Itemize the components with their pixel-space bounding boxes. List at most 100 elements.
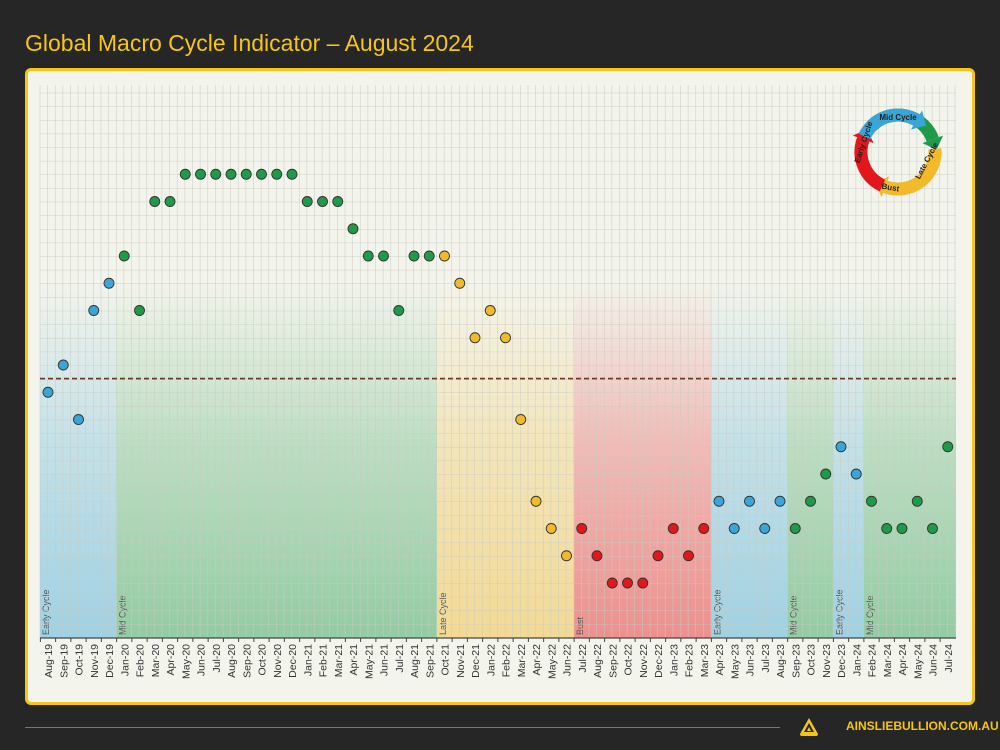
x-tick-label: Jun-20 [196, 644, 208, 676]
x-tick-label: May-21 [363, 644, 375, 679]
data-point [134, 305, 145, 316]
x-tick-label: Nov-21 [455, 644, 467, 678]
data-point [942, 441, 954, 453]
x-tick-label: Jul-22 [577, 644, 589, 673]
x-tick-label: Dec-23 [836, 644, 848, 678]
x-tick-label: Feb-21 [318, 644, 330, 677]
data-point [835, 441, 847, 453]
website-link[interactable]: AINSLIEBULLION.COM.AU [846, 719, 999, 733]
x-tick-label: Mar-21 [333, 644, 345, 677]
x-tick-label: Nov-19 [89, 644, 101, 678]
page-title: Global Macro Cycle Indicator – August 20… [25, 30, 474, 56]
data-point [820, 468, 832, 480]
data-point [195, 168, 206, 180]
data-point [545, 523, 557, 534]
band-early [833, 280, 864, 638]
x-tick-label: Feb-20 [135, 644, 147, 677]
cycle-arc-early [858, 108, 920, 140]
x-tick-label: Aug-21 [409, 644, 421, 678]
x-tick-label: Sep-21 [424, 644, 436, 678]
data-point [896, 523, 908, 534]
x-tick-label: Sep-22 [607, 644, 619, 678]
x-tick-label: Oct-19 [74, 644, 86, 676]
data-point [423, 250, 435, 262]
data-point [408, 250, 420, 262]
data-point [317, 196, 328, 207]
data-point [881, 523, 893, 534]
data-point [118, 250, 130, 262]
x-tick-label: Jul-21 [394, 644, 406, 673]
x-tick-label: Jan-23 [668, 644, 680, 676]
band-label: Early Cycle [41, 589, 51, 635]
band-label: Early Cycle [834, 589, 844, 635]
x-tick-label: Mar-22 [516, 644, 528, 677]
data-point [866, 495, 877, 507]
x-tick-label: Apr-23 [714, 644, 726, 676]
data-point [149, 196, 161, 207]
data-point [42, 386, 54, 398]
band-early [711, 280, 788, 638]
x-tick-label: Dec-19 [104, 644, 116, 678]
data-point [515, 414, 527, 425]
x-tick-label: May-22 [546, 644, 558, 679]
data-point [561, 550, 572, 562]
data-point [301, 196, 313, 207]
x-tick-label: Nov-20 [272, 644, 284, 678]
x-tick-label: May-20 [180, 644, 192, 679]
x-tick-label: Mar-20 [150, 644, 162, 677]
data-point [179, 168, 191, 180]
data-point [210, 168, 222, 180]
cycle-label: Bust [881, 182, 900, 194]
x-tick-label: Oct-23 [806, 644, 818, 676]
x-tick-label: Apr-22 [531, 644, 543, 676]
data-point [744, 495, 755, 507]
x-tick-label: Jul-23 [760, 644, 772, 673]
data-point [347, 223, 359, 235]
cycle-label: Mid Cycle [879, 113, 917, 122]
data-point [240, 168, 252, 180]
x-tick-label: Jan-24 [851, 644, 863, 676]
x-tick-label: Mar-24 [882, 644, 894, 677]
x-tick-label: Apr-24 [897, 644, 909, 676]
band-label: Early Cycle [712, 589, 722, 635]
band-mid [116, 280, 437, 638]
data-point [439, 250, 450, 262]
band-label: Mid Cycle [789, 595, 799, 635]
data-point [606, 577, 618, 589]
band-label: Late Cycle [438, 592, 448, 635]
x-tick-label: Dec-22 [653, 644, 665, 678]
data-point [500, 332, 511, 344]
data-point [667, 523, 679, 534]
data-point [805, 495, 816, 507]
band-label: Mid Cycle [118, 595, 128, 635]
x-tick-label: May-23 [729, 644, 741, 679]
data-point [393, 305, 405, 316]
cycle-arc-late [883, 148, 942, 196]
data-point [622, 577, 633, 589]
x-tick-label: Aug-19 [43, 644, 55, 678]
ainslie-logo-icon [800, 718, 818, 736]
x-tick-label: Dec-21 [470, 644, 482, 678]
data-point [850, 468, 862, 480]
data-point [713, 495, 725, 507]
x-tick-label: Oct-22 [623, 644, 635, 676]
cycle-arrowhead [922, 135, 944, 150]
x-tick-label: Aug-20 [226, 644, 238, 678]
data-point [73, 414, 84, 425]
data-point [271, 168, 283, 180]
data-point [332, 196, 344, 207]
data-point [484, 305, 496, 316]
x-tick-label: Mar-23 [699, 644, 711, 677]
data-point [225, 168, 237, 180]
data-point [469, 332, 481, 344]
x-tick-label: Jul-20 [211, 644, 223, 673]
x-tick-label: May-24 [912, 644, 924, 679]
data-point [164, 196, 176, 207]
data-point [759, 523, 771, 534]
cycle-arc-bust [854, 137, 886, 192]
data-point [927, 523, 938, 534]
x-tick-label: Feb-23 [684, 644, 696, 677]
x-tick-label: Jun-22 [562, 644, 574, 676]
